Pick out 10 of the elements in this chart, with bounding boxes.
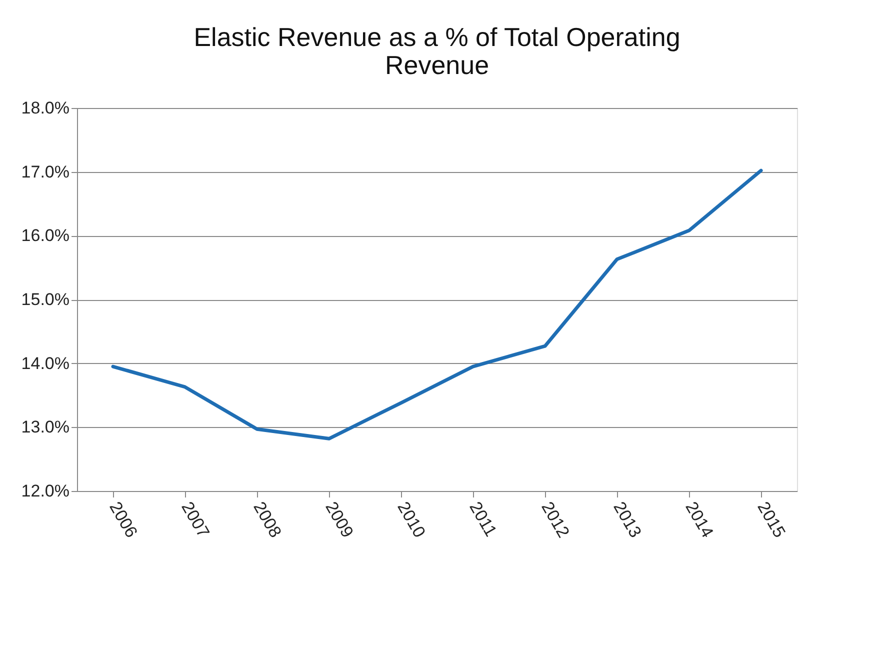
text: Revenue xyxy=(384,50,490,80)
y-tick-label: 14.0% xyxy=(21,354,70,373)
y-tick-label: 18.0% xyxy=(21,98,70,118)
line-series xyxy=(111,168,763,440)
y-tick-label: 12.0% xyxy=(21,482,70,500)
y-tick-label: 16.0% xyxy=(21,226,70,246)
y-tick-label: 15.0% xyxy=(21,290,70,309)
y-tick-label: 17.0% xyxy=(21,162,70,182)
y-tick-label: 13.0% xyxy=(21,418,70,437)
text: Elastic Revenue as a % of Total Operating xyxy=(194,22,680,52)
